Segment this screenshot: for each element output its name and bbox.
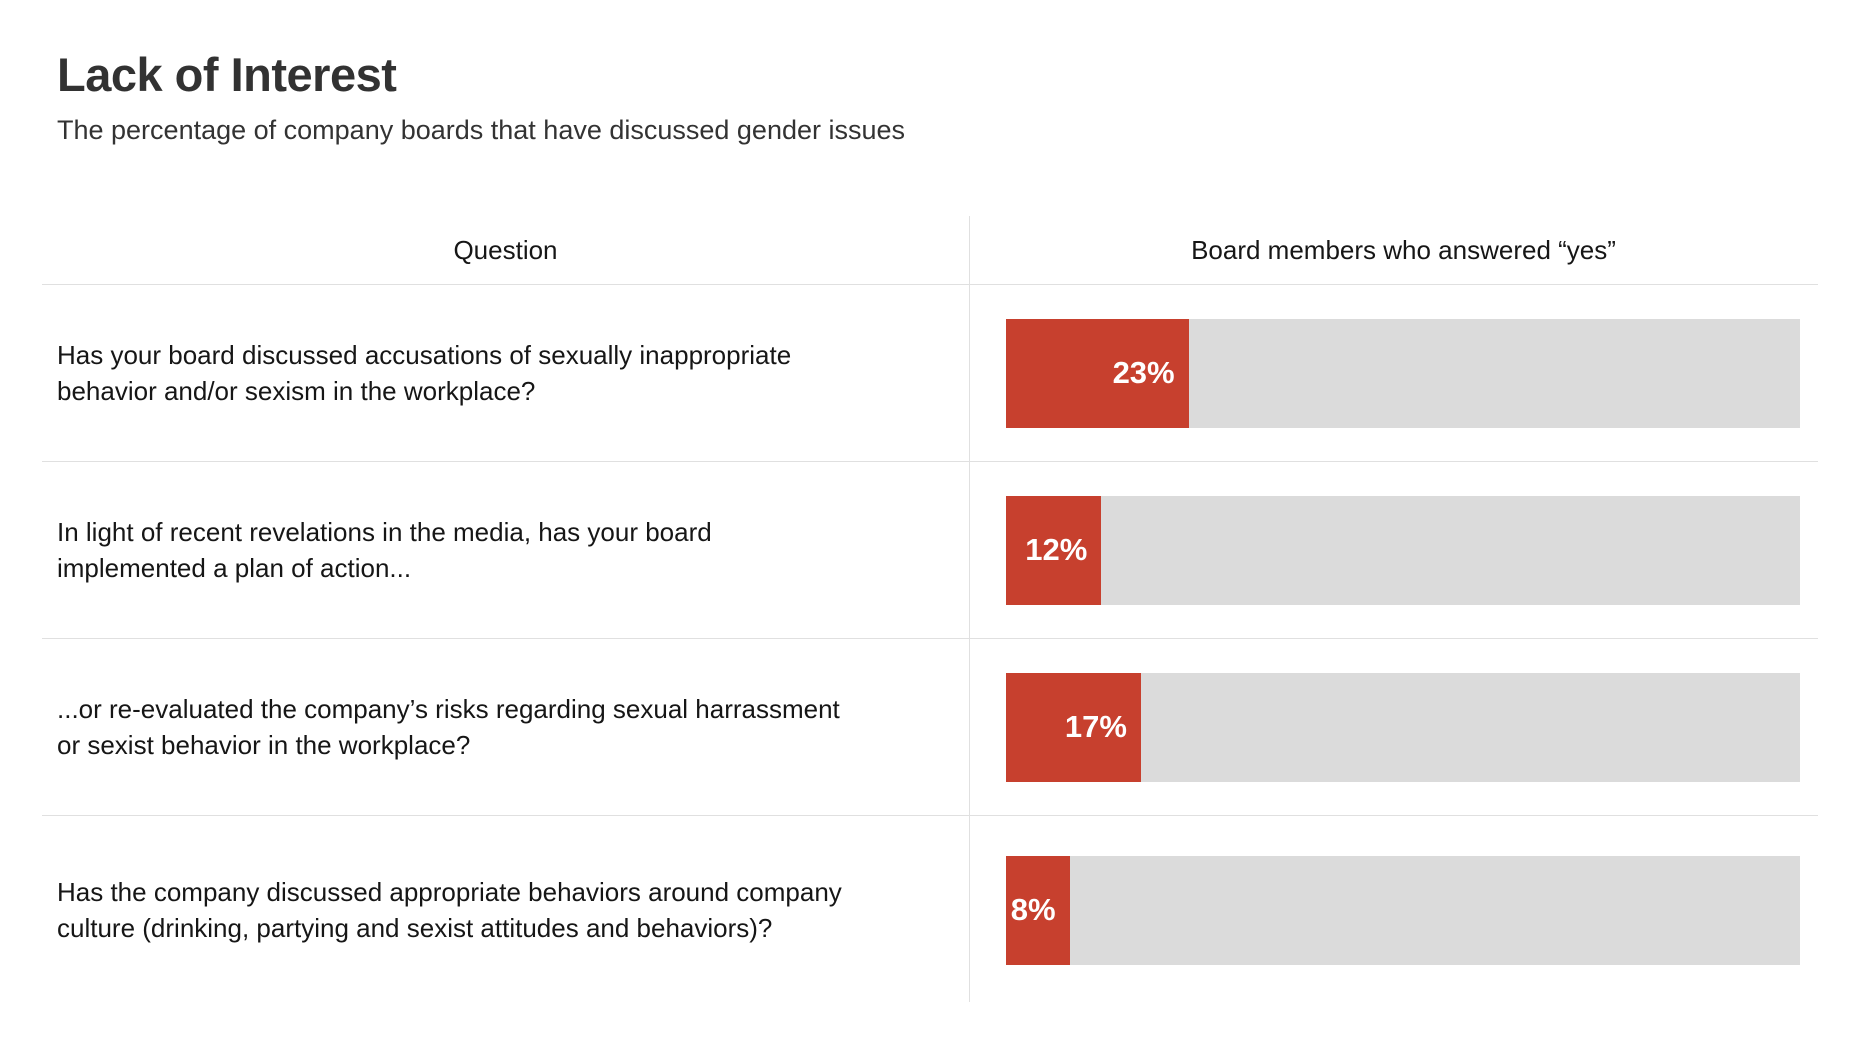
bar-track: 12%	[1006, 495, 1800, 605]
bar-fill: 12%	[1006, 495, 1102, 605]
question-text: In light of recent revelations in the me…	[57, 516, 712, 584]
bar-cell: 23%	[969, 318, 1818, 428]
bar-track: 17%	[1006, 672, 1800, 782]
bar-value-label: 8%	[1010, 892, 1056, 928]
bar-value-label: 12%	[1025, 532, 1088, 568]
question-text: Has the company discussed appropriate be…	[57, 876, 842, 944]
bar-cell: 8%	[969, 855, 1818, 965]
table-row: ...or re-evaluated the company’s risks r…	[42, 639, 1818, 817]
bar-track: 23%	[1006, 318, 1800, 428]
page-title: Lack of Interest	[57, 48, 397, 101]
question-text: Has your board discussed accusations of …	[57, 339, 792, 407]
bar-fill: 17%	[1006, 672, 1141, 782]
question-bar-table: Question Board members who answered “yes…	[42, 216, 1818, 1004]
table-row: Has the company discussed appropriate be…	[42, 816, 1818, 1004]
column-divider-line	[969, 216, 970, 1003]
chart-header: Lack of Interest The percentage of compa…	[0, 0, 1860, 146]
bar-fill: 23%	[1006, 318, 1189, 428]
page-subtitle: The percentage of company boards that ha…	[57, 115, 906, 146]
column-header-answer: Board members who answered “yes”	[1191, 234, 1616, 265]
bar-cell: 17%	[969, 672, 1818, 782]
bar-value-label: 17%	[1064, 709, 1127, 745]
column-header-question: Question	[453, 234, 558, 265]
bar-track: 8%	[1006, 855, 1800, 965]
bar-cell: 12%	[969, 495, 1818, 605]
bar-fill: 8%	[1006, 855, 1070, 965]
bar-value-label: 23%	[1112, 355, 1175, 391]
table-row: Has your board discussed accusations of …	[42, 285, 1818, 463]
question-text: ...or re-evaluated the company’s risks r…	[57, 693, 840, 761]
table-row: In light of recent revelations in the me…	[42, 462, 1818, 640]
table-header-row: Question Board members who answered “yes…	[42, 216, 1818, 286]
